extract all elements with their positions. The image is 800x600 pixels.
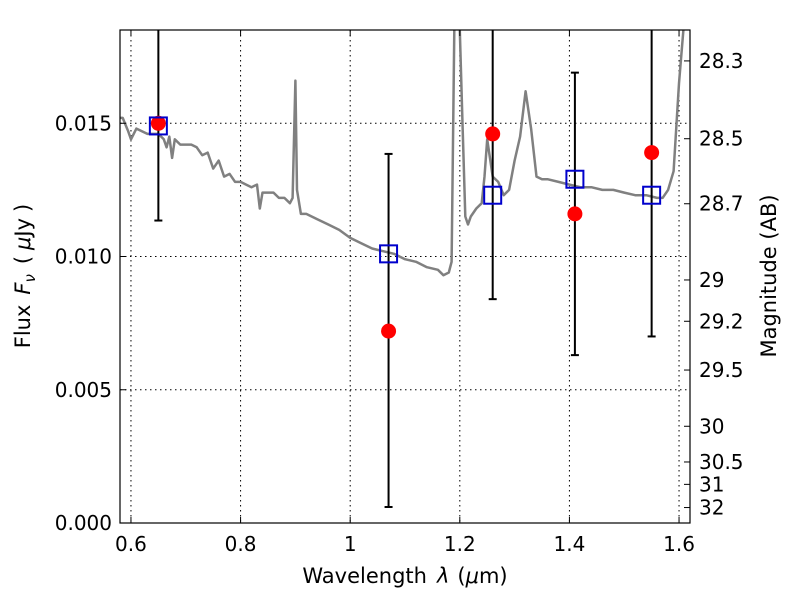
observed-flux-point bbox=[485, 126, 501, 142]
x-tick-label: 1.4 bbox=[554, 532, 586, 556]
observed-flux-point bbox=[644, 145, 660, 161]
x-tick-label: 1.6 bbox=[663, 532, 695, 556]
y2-axis-label: Magnitude (AB) bbox=[757, 194, 781, 357]
y2-tick-label: 29.2 bbox=[699, 309, 744, 333]
y2-tick-label: 28.3 bbox=[699, 49, 744, 73]
y2-tick-label: 28.5 bbox=[699, 127, 744, 151]
x-tick-label: 1.2 bbox=[444, 532, 476, 556]
x-tick-label: 0.8 bbox=[225, 532, 257, 556]
y-tick-label: 0.000 bbox=[55, 511, 112, 535]
observed-flux-point bbox=[150, 115, 166, 131]
y-tick-label: 0.005 bbox=[55, 378, 112, 402]
y-axis-label: FluxFν(μJy) bbox=[11, 204, 39, 349]
observed-flux-point bbox=[381, 323, 397, 339]
model-flux-point bbox=[379, 244, 399, 264]
y2-tick-label: 30.5 bbox=[699, 450, 744, 474]
y2-tick-label: 30 bbox=[699, 414, 724, 438]
errorbar-layer bbox=[154, 30, 656, 509]
y2-tick-label: 31 bbox=[699, 472, 724, 496]
axes: 0.6 0.8 1 1.2 1.4 1.6 0.000 0.005 0.010 0.015 28.3… bbox=[55, 30, 744, 556]
plot-frame bbox=[119, 29, 691, 524]
x-tick-label: 1 bbox=[344, 532, 357, 556]
grid bbox=[120, 30, 690, 524]
model-flux-point bbox=[642, 185, 662, 205]
model-flux-point bbox=[483, 185, 503, 205]
y-tick-label: 0.015 bbox=[55, 111, 112, 135]
observed-points-layer bbox=[150, 115, 660, 339]
model-flux-point bbox=[565, 169, 585, 189]
model-points-layer bbox=[148, 116, 662, 264]
y2-tick-label: 32 bbox=[699, 496, 724, 520]
model-flux-point bbox=[148, 116, 168, 136]
y2-tick-label: 28.7 bbox=[699, 192, 744, 216]
observed-flux-point bbox=[567, 206, 583, 222]
y2-tick-label: 29.5 bbox=[699, 358, 744, 382]
y2-tick-label: 29 bbox=[699, 268, 724, 292]
model-spectrum-line bbox=[120, 30, 685, 277]
x-axis-label: Wavelength λ (μm) bbox=[302, 564, 507, 588]
model-spectrum-layer bbox=[120, 30, 685, 277]
x-tick-label: 0.6 bbox=[115, 532, 147, 556]
y-tick-label: 0.010 bbox=[55, 245, 112, 269]
